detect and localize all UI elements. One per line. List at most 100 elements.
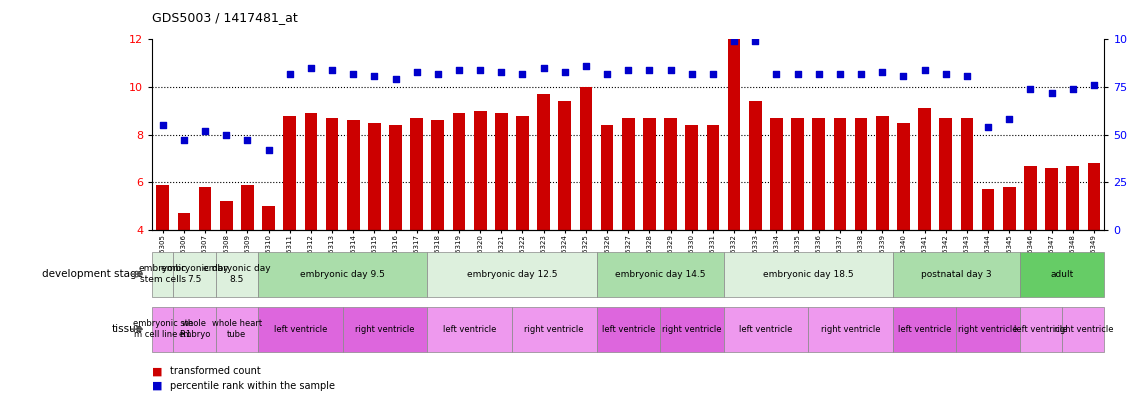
Bar bbox=[749, 101, 762, 325]
Bar bbox=[876, 116, 888, 325]
Point bbox=[1042, 90, 1061, 96]
Bar bbox=[813, 118, 825, 325]
Text: whole heart
tube: whole heart tube bbox=[212, 320, 261, 339]
Bar bbox=[495, 113, 507, 325]
Bar bbox=[897, 123, 909, 325]
Point bbox=[810, 70, 828, 77]
Point bbox=[1001, 116, 1019, 123]
Bar bbox=[473, 111, 487, 325]
Point bbox=[598, 70, 616, 77]
Bar bbox=[728, 39, 740, 325]
Point bbox=[789, 70, 807, 77]
Bar bbox=[1024, 165, 1037, 325]
Bar bbox=[940, 118, 952, 325]
Bar bbox=[707, 125, 719, 325]
Text: right ventricle: right ventricle bbox=[1054, 325, 1113, 334]
Text: embryonic day
8.5: embryonic day 8.5 bbox=[203, 264, 270, 284]
Point bbox=[1064, 86, 1082, 92]
Bar bbox=[1045, 168, 1058, 325]
Text: embryonic ste
m cell line R1: embryonic ste m cell line R1 bbox=[133, 320, 193, 339]
Point bbox=[259, 147, 277, 153]
Bar bbox=[178, 213, 190, 325]
Bar bbox=[410, 118, 423, 325]
Point bbox=[471, 67, 489, 73]
Text: transformed count: transformed count bbox=[170, 366, 261, 376]
Text: postnatal day 3: postnatal day 3 bbox=[921, 270, 992, 279]
Point bbox=[895, 72, 913, 79]
Point bbox=[281, 70, 299, 77]
Bar bbox=[770, 118, 783, 325]
Point bbox=[577, 63, 595, 69]
Bar bbox=[241, 185, 254, 325]
Point bbox=[767, 70, 786, 77]
Point bbox=[239, 137, 257, 143]
Bar bbox=[919, 108, 931, 325]
Text: left ventricle: left ventricle bbox=[898, 325, 951, 334]
Point bbox=[556, 68, 574, 75]
Text: right ventricle: right ventricle bbox=[662, 325, 721, 334]
Bar bbox=[516, 116, 529, 325]
Point bbox=[620, 67, 638, 73]
Point bbox=[387, 76, 405, 83]
Text: whole
embryo: whole embryo bbox=[178, 320, 211, 339]
Text: embryonic
stem cells: embryonic stem cells bbox=[139, 264, 187, 284]
Text: percentile rank within the sample: percentile rank within the sample bbox=[170, 381, 335, 391]
Bar bbox=[369, 123, 381, 325]
Text: left ventricle: left ventricle bbox=[602, 325, 655, 334]
Point bbox=[915, 67, 933, 73]
Bar bbox=[263, 206, 275, 325]
Text: left ventricle: left ventricle bbox=[1014, 325, 1067, 334]
Text: right ventricle: right ventricle bbox=[355, 325, 415, 334]
Bar bbox=[453, 113, 465, 325]
Text: ■: ■ bbox=[152, 366, 162, 376]
Point bbox=[704, 70, 722, 77]
Point bbox=[450, 67, 468, 73]
Text: left ventricle: left ventricle bbox=[443, 325, 496, 334]
Point bbox=[514, 70, 532, 77]
Point bbox=[365, 72, 383, 79]
Point bbox=[852, 70, 870, 77]
Point bbox=[958, 72, 976, 79]
Point bbox=[662, 67, 680, 73]
Point bbox=[153, 122, 171, 128]
Point bbox=[344, 70, 362, 77]
Bar bbox=[1088, 163, 1100, 325]
Bar bbox=[220, 201, 232, 325]
Bar bbox=[304, 113, 317, 325]
Text: ■: ■ bbox=[152, 381, 162, 391]
Point bbox=[746, 38, 764, 44]
Bar bbox=[347, 120, 360, 325]
Bar bbox=[601, 125, 613, 325]
Bar bbox=[559, 101, 571, 325]
Bar bbox=[834, 118, 846, 325]
Text: adult: adult bbox=[1050, 270, 1074, 279]
Text: embryonic day 12.5: embryonic day 12.5 bbox=[467, 270, 557, 279]
Point bbox=[1021, 86, 1039, 92]
Text: left ventricle: left ventricle bbox=[274, 325, 327, 334]
Bar bbox=[1066, 165, 1079, 325]
Point bbox=[683, 70, 701, 77]
Bar bbox=[432, 120, 444, 325]
Bar bbox=[685, 125, 698, 325]
Bar bbox=[960, 118, 974, 325]
Point bbox=[175, 137, 193, 143]
Bar bbox=[791, 118, 804, 325]
Bar bbox=[854, 118, 868, 325]
Bar bbox=[622, 118, 635, 325]
Text: embryonic day 14.5: embryonic day 14.5 bbox=[615, 270, 706, 279]
Point bbox=[429, 70, 447, 77]
Text: embryonic day 9.5: embryonic day 9.5 bbox=[300, 270, 385, 279]
Bar bbox=[538, 94, 550, 325]
Point bbox=[979, 124, 997, 130]
Point bbox=[196, 128, 214, 134]
Bar bbox=[198, 187, 212, 325]
Bar bbox=[644, 118, 656, 325]
Text: embryonic day 18.5: embryonic day 18.5 bbox=[763, 270, 853, 279]
Bar bbox=[283, 116, 296, 325]
Point bbox=[323, 67, 341, 73]
Bar bbox=[982, 189, 994, 325]
Text: GDS5003 / 1417481_at: GDS5003 / 1417481_at bbox=[152, 11, 298, 24]
Point bbox=[831, 70, 849, 77]
Point bbox=[640, 67, 658, 73]
Point bbox=[725, 38, 743, 44]
